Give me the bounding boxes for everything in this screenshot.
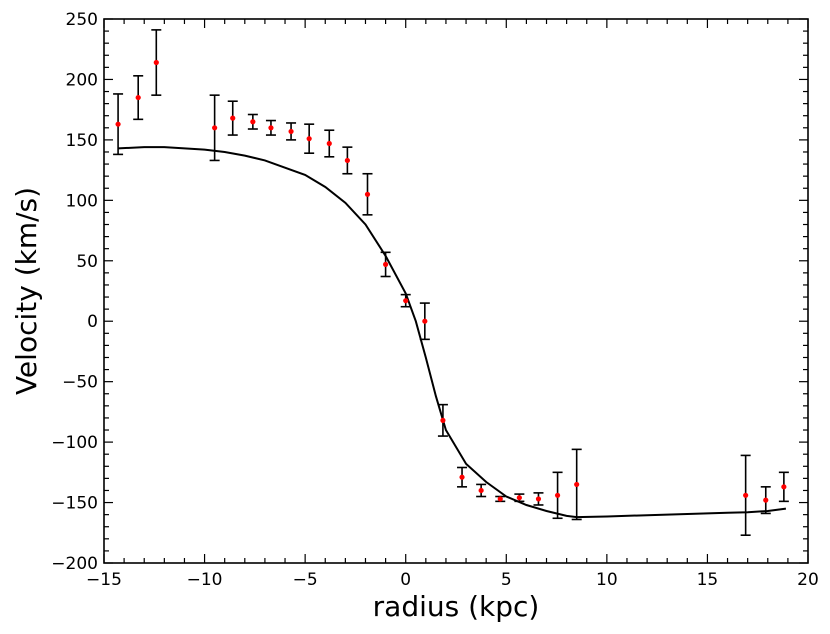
- x-tick-label: −15: [86, 570, 122, 590]
- data-point: [344, 157, 350, 164]
- y-tick-label: −100: [51, 433, 98, 453]
- data-point: [306, 136, 312, 142]
- data-point: [535, 496, 542, 502]
- data-point: [478, 487, 484, 494]
- data-point: [212, 125, 218, 131]
- x-tick-label: 0: [400, 570, 411, 590]
- data-point: [497, 496, 503, 502]
- data-point: [554, 492, 561, 498]
- data-point: [153, 59, 159, 66]
- data-point: [459, 474, 465, 480]
- error-bars: [113, 29, 789, 536]
- data-point: [422, 318, 428, 324]
- y-tick-label: 200: [66, 70, 98, 90]
- y-tick-label: 0: [87, 312, 98, 332]
- data-point: [115, 121, 121, 127]
- data-point: [135, 94, 141, 101]
- x-tick-label: 5: [501, 570, 512, 590]
- y-tick-label: 50: [76, 252, 98, 272]
- y-tick-label: −150: [51, 494, 98, 514]
- data-point: [230, 115, 236, 121]
- x-tick-label: −5: [293, 570, 318, 590]
- data-point: [383, 261, 389, 268]
- data-point: [743, 492, 749, 498]
- tick-labels: −15 −10 −5 0 5 10 15 20−200−150−100−50050100150…: [51, 10, 819, 590]
- data-point: [288, 128, 294, 135]
- data-point: [403, 298, 409, 304]
- data-point: [440, 417, 446, 423]
- data-point: [326, 140, 332, 147]
- y-tick-label: 250: [66, 10, 98, 30]
- data-point: [574, 481, 580, 488]
- y-tick-label: 100: [66, 191, 98, 211]
- x-tick-label: 20: [797, 570, 819, 590]
- x-axis-title: radius (kpc): [373, 590, 540, 623]
- plot-frame: [103, 18, 809, 564]
- y-tick-label: 150: [66, 131, 98, 151]
- y-tick-label: −200: [51, 554, 98, 574]
- model-curve-line: [118, 146, 787, 519]
- axis-ticks: [103, 18, 809, 564]
- data-points: [115, 59, 787, 503]
- data-point: [763, 497, 769, 503]
- x-tick-label: 10: [596, 570, 618, 590]
- y-tick-label: −50: [62, 373, 98, 393]
- data-point: [364, 191, 371, 197]
- data-point: [781, 484, 787, 490]
- x-tick-label: 15: [697, 570, 719, 590]
- data-point: [250, 119, 256, 125]
- data-point: [516, 495, 522, 501]
- y-axis-title: Velocity (km/s): [10, 187, 43, 395]
- data-point: [268, 125, 274, 131]
- x-tick-label: −10: [187, 570, 223, 590]
